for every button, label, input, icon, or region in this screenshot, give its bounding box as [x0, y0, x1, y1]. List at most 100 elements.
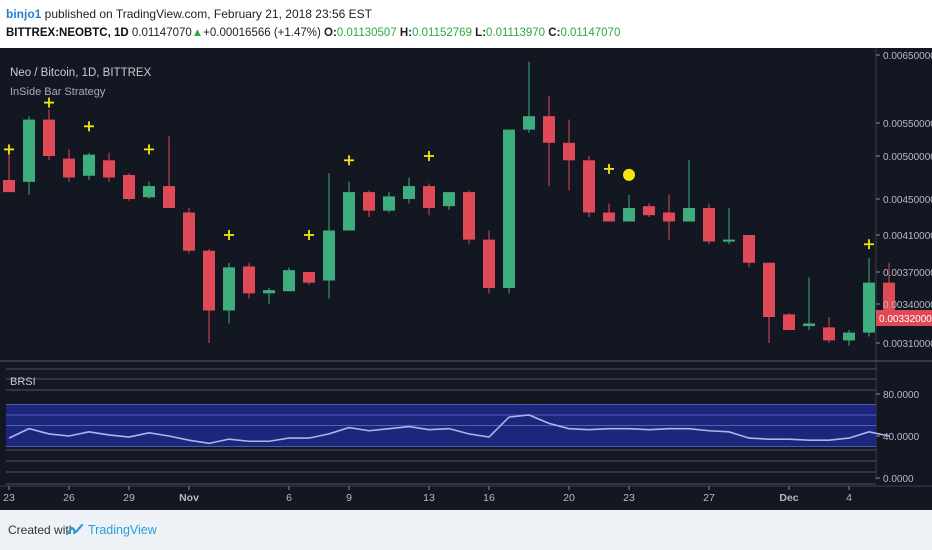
time-tick-label: 29: [123, 492, 135, 504]
candle-body: [383, 196, 395, 211]
price-change: +0.00016566 (+1.47%): [203, 27, 321, 39]
candle-body: [183, 212, 195, 251]
candle-body: [403, 186, 415, 199]
candle-body: [643, 206, 655, 216]
price-tick-label: 0.00370000: [883, 268, 932, 279]
time-tick-label: 4: [846, 492, 852, 504]
candle-body: [683, 208, 695, 222]
candle-body: [343, 192, 355, 231]
candle-body: [463, 192, 475, 240]
candle-body: [3, 180, 15, 193]
time-tick-label: Nov: [179, 492, 199, 504]
candle-body: [283, 270, 295, 292]
tradingview-logo-icon[interactable]: [66, 523, 84, 537]
price-axis: 0.00650000 0.00550000 0.00500000 0.00450000…: [876, 51, 932, 350]
candle-body: [63, 158, 75, 178]
price-tick-label: 0.00650000: [883, 51, 932, 62]
candle-body: [743, 235, 755, 263]
candle-body: [123, 174, 135, 199]
candle-body: [663, 212, 675, 222]
footer: Created with TradingView: [0, 510, 932, 550]
candle-body: [23, 119, 35, 182]
candle-body: [723, 239, 735, 242]
price-tick-label: 0.00410000: [883, 231, 932, 242]
inside-bar-plus-marker: [344, 155, 354, 166]
chart-header: binjo1 published on TradingView.com, Feb…: [0, 0, 932, 46]
time-tick-label: 16: [483, 492, 495, 504]
candle-body: [143, 186, 155, 198]
brsi-tick-label: 0.0000: [883, 474, 914, 485]
candle-body: [783, 314, 795, 330]
inside-bar-plus-marker: [144, 144, 154, 155]
brsi-tick-label: 80.0000: [883, 390, 920, 401]
inside-bar-plus-marker: [44, 97, 54, 108]
last-price-box: [876, 310, 932, 326]
last-price-text: 0.00332000: [879, 314, 932, 325]
candle-body: [883, 282, 895, 315]
candle-body: [823, 327, 835, 341]
close-value: 0.01147070: [560, 27, 621, 39]
time-axis: 23 26 29 Nov 6 9 13 16 20 23 27 Dec 4: [0, 485, 932, 504]
candle-body: [623, 208, 635, 222]
brsi-line: [8, 414, 890, 445]
low-label: L:: [475, 27, 487, 39]
time-tick-label: 9: [346, 492, 352, 504]
inside-bar-plus-marker: [224, 230, 234, 240]
created-with-text: Created with: [8, 523, 76, 537]
candle-body: [523, 116, 535, 130]
inside-bar-plus-marker: [604, 163, 614, 174]
high-value: 0.01152769: [412, 27, 472, 39]
candle-body: [223, 267, 235, 311]
candle-body: [543, 116, 555, 143]
strategy-markers: [4, 97, 874, 250]
candle-body: [203, 250, 215, 311]
time-tick-label: 6: [286, 492, 292, 504]
candle-body: [303, 272, 315, 283]
candle-body: [103, 160, 115, 178]
open-value: 0.01130507: [336, 27, 397, 39]
price-tick-label: 0.00500000: [883, 152, 932, 163]
candle-body: [603, 212, 615, 222]
candle-body: [583, 160, 595, 213]
brsi-pane: [6, 368, 890, 485]
candle-body: [363, 192, 375, 211]
high-label: H:: [399, 27, 413, 39]
price-title: Neo / Bitcoin, 1D, BITTREX: [10, 67, 152, 79]
ohlc-line: BITTREX:NEOBTC, 1D 0.01147070▲+0.0001656…: [6, 27, 620, 39]
tradingview-brand-link[interactable]: TradingView: [88, 523, 157, 537]
price-tick-label: 0.00450000: [883, 195, 932, 206]
candle-body: [703, 208, 715, 242]
last-price-label: 0.00332000: [876, 310, 932, 326]
candle-body: [503, 129, 515, 288]
candle-body: [803, 323, 815, 327]
last-price: 0.01147070: [131, 27, 192, 39]
inside-bar-plus-marker: [304, 230, 314, 240]
candle-body: [323, 230, 335, 281]
time-tick-label: 27: [703, 492, 715, 504]
candle-body: [563, 142, 575, 161]
chart-svg[interactable]: Neo / Bitcoin, 1D, BITTREX InSide Bar St…: [0, 48, 932, 510]
time-tick-label: 13: [423, 492, 435, 504]
publish-info: published on TradingView.com, February 2…: [41, 7, 372, 21]
candle-body: [43, 119, 55, 156]
time-tick-label: 26: [63, 492, 75, 504]
price-tick-label: 0.00550000: [883, 119, 932, 130]
low-value: 0.01113970: [486, 27, 546, 39]
inside-bar-plus-marker: [424, 151, 434, 161]
candle-body: [763, 262, 775, 317]
time-tick-label: 23: [3, 492, 15, 504]
price-tick-label: 0.00310000: [883, 339, 932, 350]
open-label: O:: [324, 27, 337, 39]
strategy-subtitle: InSide Bar Strategy: [10, 86, 106, 98]
candle-body: [423, 186, 435, 208]
inside-bar-circle-marker: [623, 168, 635, 181]
symbol-label: BITTREX:NEOBTC, 1D: [6, 27, 129, 39]
inside-bar-plus-marker: [4, 144, 14, 155]
time-tick-label: 23: [623, 492, 635, 504]
chart-area[interactable]: Neo / Bitcoin, 1D, BITTREX InSide Bar St…: [0, 48, 932, 510]
author-link[interactable]: binjo1: [6, 7, 42, 21]
brsi-title: BRSI: [10, 376, 36, 388]
brsi-axis: 80.0000 40.0000 0.0000: [876, 390, 920, 485]
publish-line: binjo1 published on TradingView.com, Feb…: [6, 7, 372, 21]
time-tick-label: Dec: [779, 492, 798, 504]
